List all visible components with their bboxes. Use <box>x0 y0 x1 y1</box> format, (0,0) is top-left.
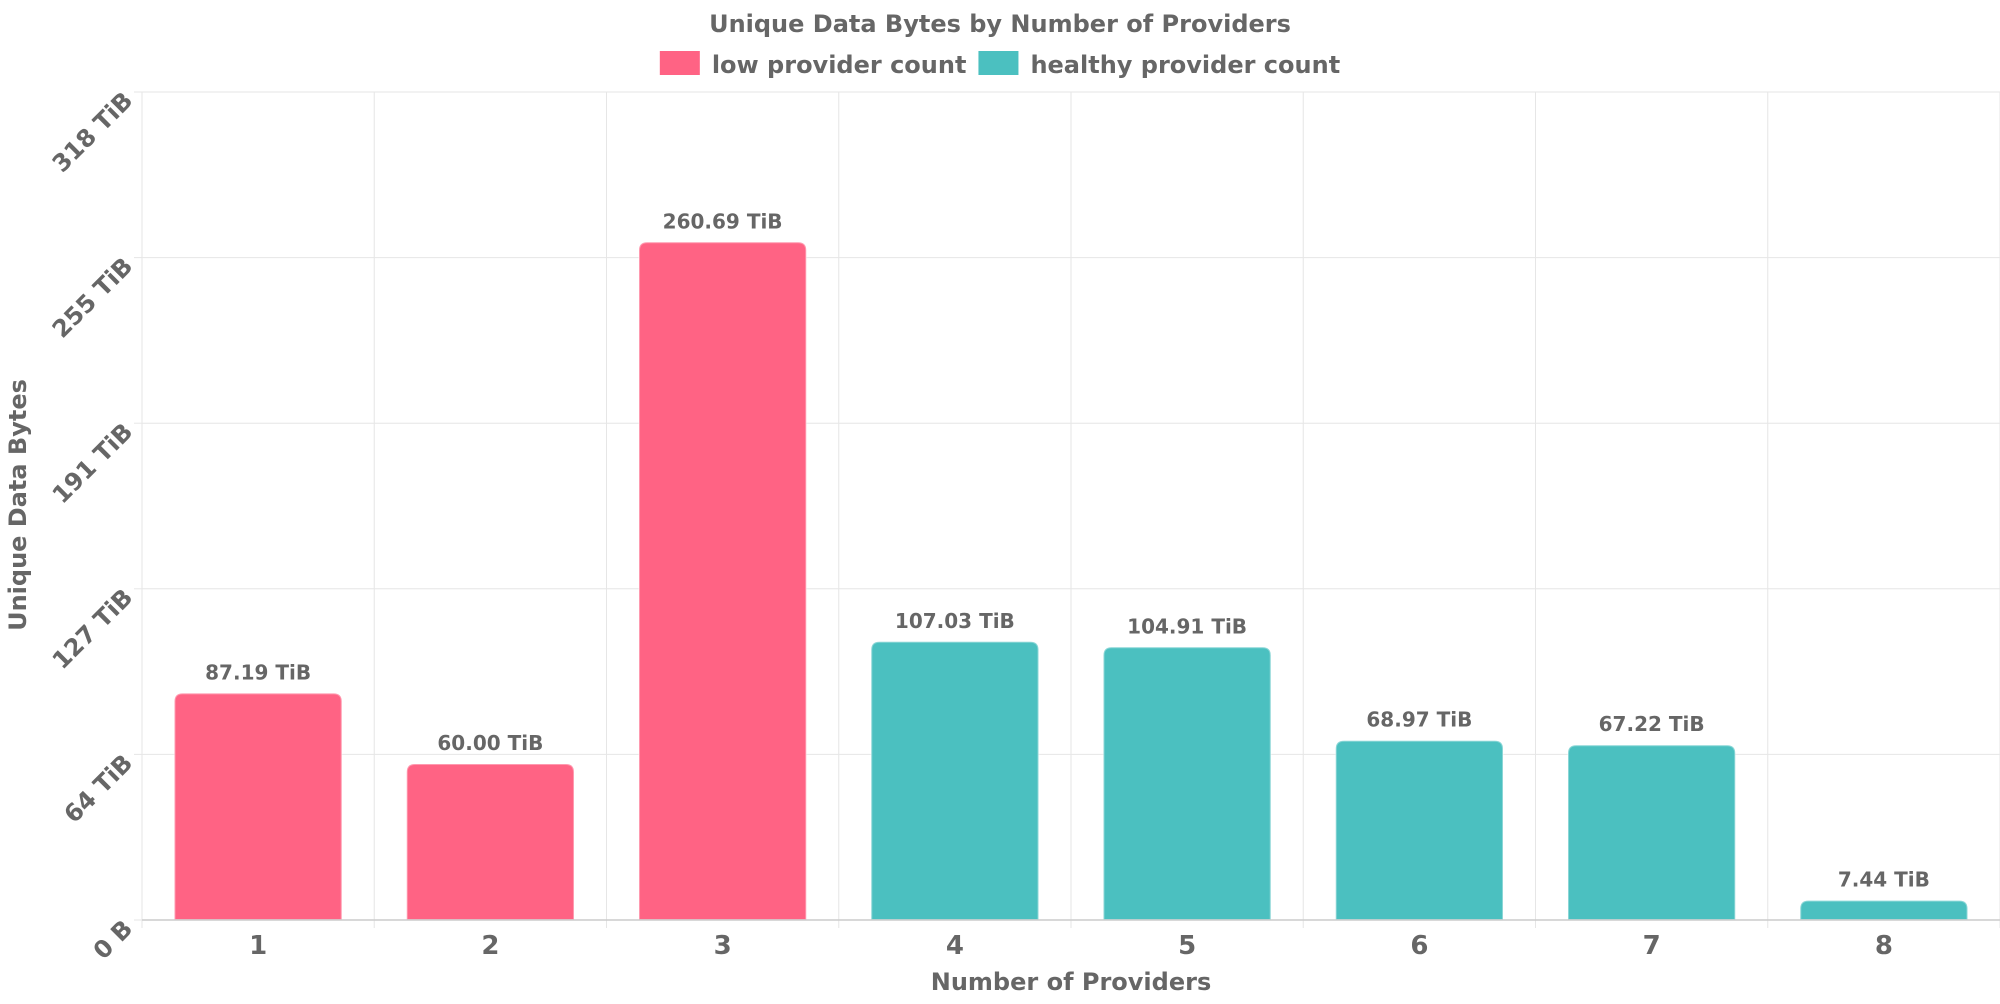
bar-value-label: 87.19 TiB <box>205 660 311 684</box>
x-tick-label: 6 <box>1410 931 1428 961</box>
x-tick-label: 1 <box>249 931 267 961</box>
bar <box>1799 899 1969 921</box>
x-tick-label: 5 <box>1178 931 1196 961</box>
legend-item[interactable]: low provider count <box>659 51 967 79</box>
bar <box>405 763 575 921</box>
x-tick-label: 7 <box>1643 931 1661 961</box>
data-labels: 87.19 TiB 60.00 TiB 260.69 TiB 107.03 TiB 10… <box>205 209 1930 891</box>
bar-value-label: 68.97 TiB <box>1366 708 1472 732</box>
legend-swatch <box>978 51 1019 75</box>
x-axis-title: Number of Providers <box>931 968 1211 996</box>
bar <box>1102 646 1272 921</box>
y-tick-label: 64 TiB <box>59 749 139 829</box>
bar-value-label: 107.03 TiB <box>895 609 1015 633</box>
bar <box>173 692 343 921</box>
grid-lines <box>134 91 2000 928</box>
chart-title: Unique Data Bytes by Number of Providers <box>709 10 1291 38</box>
bar <box>1334 739 1504 921</box>
legend[interactable]: low provider count healthy provider count <box>659 51 1340 79</box>
y-axis-title: Unique Data Bytes <box>4 379 32 631</box>
bar-value-label: 104.91 TiB <box>1127 614 1247 638</box>
y-tick-label: 191 TiB <box>47 418 138 509</box>
bars <box>173 241 1969 921</box>
y-tick-label: 127 TiB <box>47 583 138 674</box>
x-tick-label: 2 <box>481 931 499 961</box>
bar-value-label: 260.69 TiB <box>663 209 783 233</box>
legend-label: healthy provider count <box>1030 51 1340 79</box>
legend-swatch <box>659 51 700 75</box>
y-tick-label: 0 B <box>88 914 138 964</box>
legend-item[interactable]: healthy provider count <box>978 51 1340 79</box>
legend-label: low provider count <box>712 51 967 79</box>
bar <box>1567 744 1737 921</box>
y-tick-label: 255 TiB <box>47 252 138 343</box>
bar <box>870 640 1040 921</box>
x-tick-label: 8 <box>1875 931 1893 961</box>
bar-value-label: 7.44 TiB <box>1838 868 1930 892</box>
bar-value-label: 67.22 TiB <box>1599 712 1705 736</box>
bar-value-label: 60.00 TiB <box>437 731 543 755</box>
x-tick-label: 4 <box>946 931 964 961</box>
x-tick-label: 3 <box>714 931 732 961</box>
bar <box>638 241 808 921</box>
y-tick-label: 318 TiB <box>47 86 138 177</box>
